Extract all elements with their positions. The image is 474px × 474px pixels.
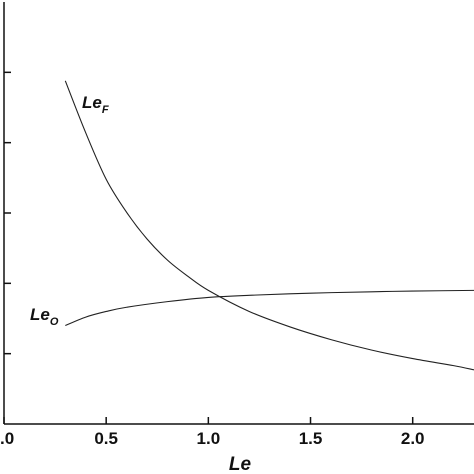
x-tick-label-1: 0.5: [94, 429, 118, 448]
curves: [64, 80, 474, 371]
curve-label-le-o: LeO: [30, 305, 59, 328]
curve-label-le-o-sub: O: [50, 316, 59, 328]
x-ticks: .0 0.5 1.0 1.5 2.0: [0, 417, 425, 448]
curve-label-le-o-main: Le: [30, 305, 50, 324]
series-line-1: [65, 289, 474, 327]
plot-frame: [3, 2, 474, 425]
curve-label-le-f-sub: F: [102, 104, 109, 116]
series-line-0: [64, 80, 474, 371]
x-tick-label-2: 1.0: [197, 429, 221, 448]
curve-label-le-f-main: Le: [82, 93, 102, 112]
y-ticks: [4, 71, 11, 355]
x-tick-label-4: 2.0: [401, 429, 425, 448]
x-tick-label-0: .0: [0, 429, 14, 448]
x-axis-title: Le: [229, 454, 252, 474]
x-tick-label-3: 1.5: [299, 429, 323, 448]
curve-label-le-f: LeF: [82, 93, 109, 116]
